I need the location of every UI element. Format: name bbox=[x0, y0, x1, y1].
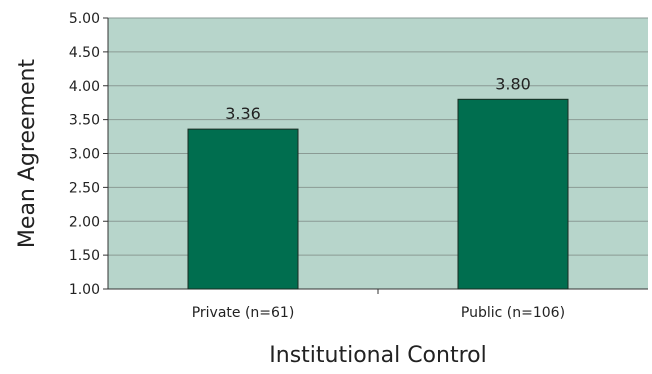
bar-value-label: 3.80 bbox=[495, 74, 531, 93]
y-axis-title: Mean Agreement bbox=[15, 59, 40, 248]
y-tick-label: 3.00 bbox=[69, 147, 100, 163]
x-axis-title: Institutional Control bbox=[269, 343, 486, 368]
y-tick-label: 2.50 bbox=[69, 180, 100, 196]
y-tick-label: 4.00 bbox=[69, 79, 100, 95]
axes: 1.00 1.50 2.00 2.50 3.00 3.50 4.00 4.50 5.00 bbox=[69, 11, 648, 298]
bars bbox=[187, 98, 569, 290]
y-tick-label: 4.50 bbox=[69, 45, 100, 61]
bar-value-label: 3.36 bbox=[225, 104, 261, 123]
x-category-label: Public (n=106) bbox=[461, 305, 565, 321]
y-tick-label: 1.00 bbox=[69, 282, 100, 298]
y-tick-label: 3.50 bbox=[69, 113, 100, 129]
y-tick-label: 1.50 bbox=[69, 248, 100, 264]
bar bbox=[457, 98, 569, 290]
bar bbox=[187, 128, 299, 290]
y-tick-label: 2.00 bbox=[69, 214, 100, 230]
x-category-label: Private (n=61) bbox=[192, 305, 295, 321]
labels: 3.36 Private (n=61) 3.80 Public (n=106) bbox=[192, 74, 565, 321]
y-tick-label: 5.00 bbox=[69, 11, 100, 27]
